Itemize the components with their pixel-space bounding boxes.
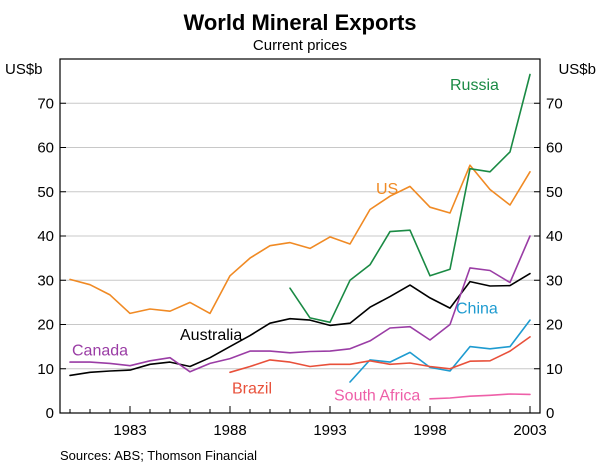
series-label-brazil: Brazil [232,381,272,398]
chart-subtitle: Current prices [253,37,347,54]
x-tick-label-1993: 1993 [313,422,346,439]
x-tick-label-1998: 1998 [413,422,446,439]
series-line-canada [69,235,531,373]
grid-lines [60,102,540,370]
series-line-china [349,319,531,383]
x-tick-label-1988: 1988 [213,422,246,439]
series-line-brazil [229,336,531,374]
y-tick-label-right-50: 50 [546,184,563,201]
series-label-us: US [376,181,398,198]
axis-ticks: 0 0 10 10 20 20 30 30 40 40 50 50 60 60 70 70 1983 1988 19… [37,95,562,439]
y-tick-label-left-10: 10 [37,361,54,378]
series-line-us [69,164,531,315]
y-tick-label-left-20: 20 [37,317,54,334]
series-lines [69,73,531,400]
y-tick-label-right-10: 10 [546,361,563,378]
y-tick-label-right-60: 60 [546,140,563,157]
y-tick-label-left-70: 70 [37,95,54,112]
series-label-south-africa: South Africa [334,388,420,405]
series-label-canada: Canada [72,342,128,359]
y-axis-unit-right: US$b [558,61,596,78]
y-tick-label-right-40: 40 [546,228,563,245]
y-tick-label-right-30: 30 [546,272,563,289]
chart-title: World Mineral Exports [183,10,416,35]
series-label-china: China [456,300,498,317]
y-tick-label-left-50: 50 [37,184,54,201]
series-line-australia [69,272,531,377]
x-tick-label-2003: 2003 [513,422,546,439]
source-note: Sources: ABS; Thomson Financial [60,448,257,463]
y-tick-label-left-30: 30 [37,272,54,289]
y-tick-label-right-70: 70 [546,95,563,112]
series-line-russia [289,73,531,324]
y-axis-unit-left: US$b [5,61,43,78]
series-line-south-africa [429,393,531,400]
y-tick-label-left-0: 0 [46,405,54,422]
y-tick-label-right-20: 20 [546,317,563,334]
y-tick-label-left-40: 40 [37,228,54,245]
series-labels: US Russia Australia Canada China Brazil South … [72,77,499,405]
y-tick-label-right-0: 0 [546,405,554,422]
y-tick-label-left-60: 60 [37,140,54,157]
series-label-australia: Australia [180,327,242,344]
x-tick-label-1983: 1983 [113,422,146,439]
series-label-russia: Russia [450,77,499,94]
